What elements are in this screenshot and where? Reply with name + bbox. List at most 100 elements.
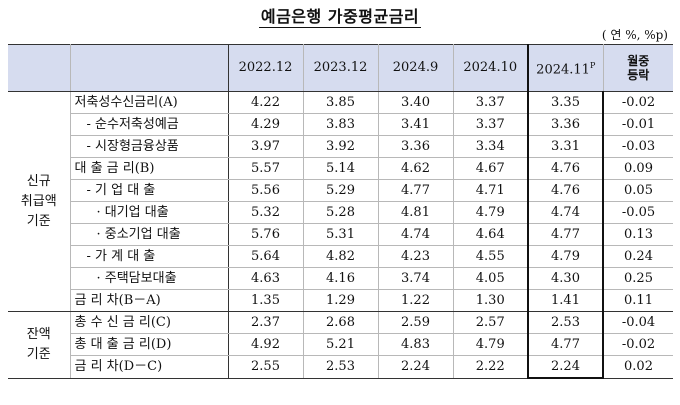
cell-value: 3.40 <box>378 91 454 114</box>
cell-value: 3.34 <box>453 135 529 158</box>
cell-value-highlight: 4.77 <box>527 223 604 246</box>
column-header-highlight: 2024.11P <box>527 44 604 92</box>
cell-value-highlight: 4.76 <box>527 179 604 202</box>
cell-value: 2.68 <box>303 311 379 334</box>
column-header: 2024.9 <box>378 44 454 92</box>
table-row: 잔액 기준 총 수 신 금 리(C) 2.37 2.68 2.59 2.57 2.53 -0.0… <box>8 311 673 379</box>
cell-value-highlight: 4.77 <box>527 333 604 356</box>
cell-change: -0.02 <box>603 333 673 356</box>
change-header: 월중 등락 <box>603 44 673 92</box>
row-label: · 대기업 대출 <box>70 201 229 224</box>
cell-value: 4.92 <box>228 333 304 356</box>
cell-change: -0.02 <box>603 91 673 114</box>
cell-value: 2.24 <box>378 355 454 379</box>
cell-value: 4.05 <box>453 267 529 290</box>
preliminary-mark: P <box>589 60 596 70</box>
cell-value: 5.28 <box>303 201 379 224</box>
row-group-label-line: 취급액 <box>20 193 57 209</box>
row-group-label-line: 신규 <box>26 173 51 189</box>
cell-value-highlight: 3.31 <box>527 135 604 158</box>
row-label: 대 출 금 리(B) <box>70 157 229 180</box>
row-group-label-line: 기준 <box>26 213 51 229</box>
cell-value: 3.74 <box>378 267 454 290</box>
table-row: 금 리 차(B－A) 1.35 1.29 1.22 1.30 1.41 0.11 <box>8 289 673 312</box>
cell-value: 3.85 <box>303 91 379 114</box>
cell-value: 3.37 <box>453 113 529 136</box>
column-header: 2024.10 <box>453 44 529 92</box>
change-header-line1: 월중 <box>627 54 650 68</box>
cell-value: 2.37 <box>228 311 304 334</box>
cell-value: 2.55 <box>228 355 304 379</box>
cell-value: 3.37 <box>453 91 529 114</box>
cell-value-highlight: 3.36 <box>527 113 604 136</box>
table-row: - 가 계 대 출 5.64 4.82 4.23 4.55 4.79 0.24 <box>8 245 673 268</box>
row-group-label-line: 잔액 <box>26 326 51 342</box>
cell-value: 3.97 <box>228 135 304 158</box>
row-label: 총 수 신 금 리(C) <box>70 311 229 334</box>
row-label: · 주택담보대출 <box>70 267 229 290</box>
cell-change: -0.01 <box>603 113 673 136</box>
cell-value: 1.30 <box>453 289 529 312</box>
interest-rate-table: 2022.12 2023.12 2024.9 2024.10 2024.11P … <box>8 44 673 379</box>
cell-value: 5.21 <box>303 333 379 356</box>
cell-value-highlight: 2.53 <box>527 311 604 334</box>
cell-value: 4.83 <box>378 333 454 356</box>
table-row: 금 리 차(D－C) 2.55 2.53 2.24 2.22 2.24 0.02 <box>8 355 673 379</box>
cell-value: 4.67 <box>453 157 529 180</box>
cell-value: 4.71 <box>453 179 529 202</box>
column-header: 2023.12 <box>303 44 379 92</box>
cell-value: 4.63 <box>228 267 304 290</box>
cell-value: 2.57 <box>453 311 529 334</box>
cell-value: 5.56 <box>228 179 304 202</box>
cell-value: 4.16 <box>303 267 379 290</box>
row-label: - 순수저축성예금 <box>70 113 229 136</box>
cell-value-highlight: 3.35 <box>527 91 604 114</box>
cell-value: 4.79 <box>453 333 529 356</box>
cell-change: 0.09 <box>603 157 673 180</box>
table-row: - 순수저축성예금 4.29 3.83 3.41 3.37 3.36 -0.01 <box>8 113 673 136</box>
cell-value: 5.57 <box>228 157 304 180</box>
cell-value: 1.29 <box>303 289 379 312</box>
cell-value: 4.22 <box>228 91 304 114</box>
cell-change: 0.05 <box>603 179 673 202</box>
unit-label: ( 연 %, %p) <box>601 28 668 42</box>
table-row: - 시장형금융상품 3.97 3.92 3.36 3.34 3.31 -0.03 <box>8 135 673 158</box>
row-label: - 기 업 대 출 <box>70 179 229 202</box>
table-row: 총 대 출 금 리(D) 4.92 5.21 4.83 4.79 4.77 -0.02 <box>8 333 673 356</box>
table-row: · 중소기업 대출 5.76 5.31 4.74 4.64 4.77 0.13 <box>8 223 673 246</box>
table-body: 신규 취급액 기준 저축성수신금리(A) 4.22 3.85 3.40 3.37 3.35 -0.… <box>8 91 673 379</box>
cell-value: 4.23 <box>378 245 454 268</box>
table-row: · 대기업 대출 5.32 5.28 4.81 4.79 4.74 -0.05 <box>8 201 673 224</box>
highlight-period: 2024.11 <box>536 62 590 78</box>
table-row: 신규 취급액 기준 저축성수신금리(A) 4.22 3.85 3.40 3.37 3.35 -0.… <box>8 91 673 312</box>
cell-change: 0.24 <box>603 245 673 268</box>
row-label: 저축성수신금리(A) <box>70 91 229 114</box>
cell-change: 0.25 <box>603 267 673 290</box>
cell-change: 0.02 <box>603 355 673 379</box>
cell-value: 5.29 <box>303 179 379 202</box>
row-label: 금 리 차(B－A) <box>70 289 229 312</box>
cell-value: 5.32 <box>228 201 304 224</box>
cell-value: 4.74 <box>378 223 454 246</box>
cell-value: 4.81 <box>378 201 454 224</box>
cell-value: 1.35 <box>228 289 304 312</box>
row-label: · 중소기업 대출 <box>70 223 229 246</box>
cell-value: 2.53 <box>303 355 379 379</box>
cell-value: 4.79 <box>453 201 529 224</box>
header-empty-label <box>70 44 229 92</box>
cell-value: 3.83 <box>303 113 379 136</box>
cell-change: -0.05 <box>603 201 673 224</box>
cell-value: 4.64 <box>453 223 529 246</box>
row-group-label-line: 기준 <box>26 346 51 362</box>
cell-change: 0.13 <box>603 223 673 246</box>
row-label: 금 리 차(D－C) <box>70 355 229 379</box>
row-label: 총 대 출 금 리(D) <box>70 333 229 356</box>
cell-value: 4.29 <box>228 113 304 136</box>
cell-change: -0.03 <box>603 135 673 158</box>
cell-value: 1.22 <box>378 289 454 312</box>
cell-value: 5.76 <box>228 223 304 246</box>
cell-value: 4.77 <box>378 179 454 202</box>
cell-value-highlight: 1.41 <box>527 289 604 312</box>
